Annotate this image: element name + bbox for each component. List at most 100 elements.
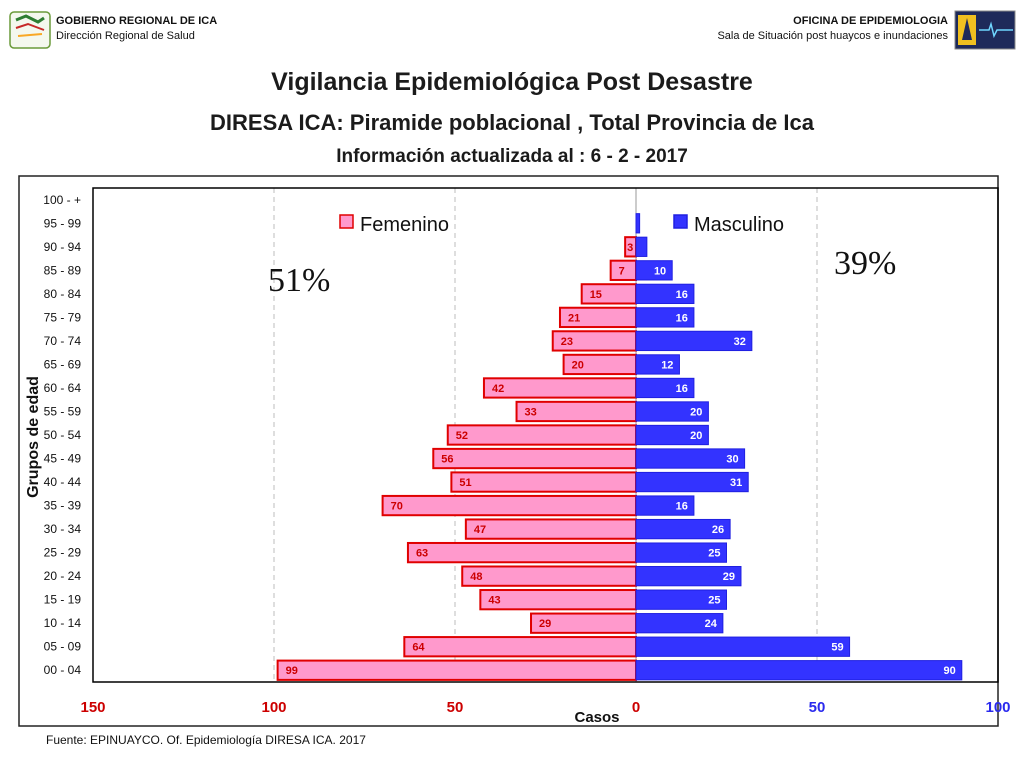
chart-bar-labels: 1 37 10 15 16 21 16 23 32 20 12 42 16 33 20 52 20 56 30 51 3… (286, 218, 956, 677)
x-tick-label-1: 100 (261, 699, 286, 716)
bar-label-masculino-8: 16 (676, 383, 688, 395)
header-org-name: GOBIERNO REGIONAL DE ICA (56, 15, 218, 27)
x-axis-label: Casos (574, 709, 619, 726)
y-tick-label-17: 15 - 19 (44, 593, 82, 607)
bar-label-femenino-18: 29 (539, 618, 551, 630)
y-tick-label-12: 40 - 44 (44, 475, 82, 489)
bar-masculino-4 (635, 283, 695, 305)
bar-femenino-15 (406, 541, 637, 564)
bar-label-masculino-3: 10 (654, 265, 666, 277)
bar-masculino-5 (635, 307, 695, 328)
y-tick-label-11: 45 - 49 (44, 452, 82, 466)
y-tick-label-1: 95 - 99 (44, 216, 82, 230)
bar-label-femenino-15: 63 (416, 548, 428, 560)
bar-label-femenino-17: 43 (488, 595, 500, 607)
bar-masculino-15 (635, 542, 727, 563)
diresa-logo-icon (954, 10, 1016, 50)
bar-label-femenino-14: 47 (474, 524, 486, 536)
bar-label-masculino-11: 30 (726, 454, 738, 466)
y-tick-label-14: 30 - 34 (44, 522, 82, 536)
bar-label-femenino-10: 52 (456, 430, 468, 442)
header-org-sub: Dirección Regional de Salud (56, 30, 195, 42)
y-axis-label: Grupos de edad (25, 376, 42, 498)
bar-masculino-2 (635, 236, 648, 257)
bar-femenino-10 (446, 424, 638, 446)
bar-masculino-20 (635, 660, 963, 681)
legend-swatch-masculino (673, 214, 688, 229)
y-tick-label-9: 55 - 59 (44, 404, 82, 418)
annotation-female-percent: 51% (268, 262, 330, 299)
legend-swatch-femenino (339, 214, 354, 229)
bar-femenino-14 (464, 518, 637, 540)
bar-masculino-17 (635, 589, 727, 610)
bar-label-femenino-20: 99 (286, 665, 298, 677)
y-tick-label-2: 90 - 94 (44, 240, 82, 254)
bar-label-femenino-19: 64 (412, 642, 425, 654)
plot-area-border (92, 187, 999, 683)
bar-label-femenino-5: 21 (568, 312, 580, 324)
bar-label-masculino-16: 29 (723, 571, 735, 583)
bar-masculino-10 (635, 424, 709, 446)
bar-masculino-9 (635, 401, 709, 422)
bar-masculino-8 (635, 377, 695, 399)
bar-label-masculino-9: 20 (690, 406, 702, 418)
bar-femenino-19 (403, 636, 637, 658)
bar-masculino-1 (635, 213, 641, 234)
bar-label-femenino-13: 70 (391, 501, 403, 513)
source-note: Fuente: EPINUAYCO. Of. Epidemiología DIR… (46, 733, 366, 747)
y-tick-label-4: 80 - 84 (44, 287, 82, 301)
bar-femenino-13 (381, 494, 637, 517)
y-tick-label-10: 50 - 54 (44, 428, 82, 442)
x-tick-label-5: 100 (985, 699, 1010, 716)
x-tick-label-0: 150 (80, 699, 105, 716)
x-tick-label-2: 50 (447, 699, 464, 716)
y-tick-label-20: 00 - 04 (44, 663, 82, 677)
bar-label-masculino-12: 31 (730, 477, 742, 489)
chart-y-tick-labels: 100 - + 95 - 99 90 - 94 85 - 89 80 - 84 75 - … (43, 193, 81, 677)
y-tick-label-15: 25 - 29 (44, 546, 82, 560)
bar-label-masculino-18: 24 (705, 618, 718, 630)
bar-label-femenino-9: 33 (525, 406, 537, 418)
bar-label-masculino-10: 20 (690, 430, 702, 442)
legend-label-femenino: Femenino (360, 214, 449, 236)
bar-masculino-13 (635, 495, 695, 516)
header-office-sub: Sala de Situación post huaycos e inundac… (717, 30, 948, 42)
legend: Femenino Masculino (339, 214, 784, 236)
bar-label-femenino-2: 3 (627, 242, 633, 254)
subtitle: DIRESA ICA: Piramide poblacional , Total… (210, 110, 814, 135)
chart-bars (276, 213, 963, 681)
bar-femenino-16 (461, 565, 637, 587)
bar-label-femenino-3: 7 (619, 265, 625, 277)
bar-masculino-14 (635, 518, 731, 540)
legend-label-masculino: Masculino (694, 214, 784, 236)
main-title: Vigilancia Epidemiológica Post Desastre (271, 68, 753, 96)
bar-label-masculino-15: 25 (708, 548, 720, 560)
x-tick-label-4: 50 (809, 699, 826, 716)
bar-label-masculino-20: 90 (944, 665, 956, 677)
bar-label-femenino-11: 56 (441, 454, 453, 466)
bar-femenino-12 (450, 471, 637, 493)
header-left: GOBIERNO REGIONAL DE ICA Dirección Regio… (8, 10, 308, 54)
bar-masculino-11 (635, 448, 746, 469)
y-tick-label-3: 85 - 89 (44, 263, 82, 277)
y-tick-label-18: 10 - 14 (44, 616, 82, 630)
bar-label-femenino-16: 48 (470, 571, 482, 583)
bar-masculino-3 (635, 260, 673, 281)
bar-label-femenino-4: 15 (590, 289, 602, 301)
bar-label-masculino-1: 1 (627, 218, 633, 230)
y-tick-label-6: 70 - 74 (44, 334, 82, 348)
bar-femenino-20 (276, 659, 637, 681)
header-office-name: OFICINA DE EPIDEMIOLOGIA (793, 15, 948, 27)
y-tick-label-16: 20 - 24 (44, 569, 82, 583)
bar-label-femenino-7: 20 (572, 359, 584, 371)
y-tick-label-5: 75 - 79 (44, 310, 82, 324)
bar-label-masculino-6: 32 (734, 336, 746, 348)
header-right: OFICINA DE EPIDEMIOLOGIA Sala de Situaci… (676, 10, 1016, 54)
bar-label-femenino-6: 23 (561, 336, 573, 348)
x-tick-label-3: 0 (632, 699, 640, 716)
chart-x-tick-labels: 150 100 50 0 50 100 (80, 699, 1010, 716)
y-tick-label-0: 100 - + (43, 193, 81, 207)
bar-label-femenino-8: 42 (492, 383, 504, 395)
bar-label-masculino-19: 59 (831, 642, 843, 654)
